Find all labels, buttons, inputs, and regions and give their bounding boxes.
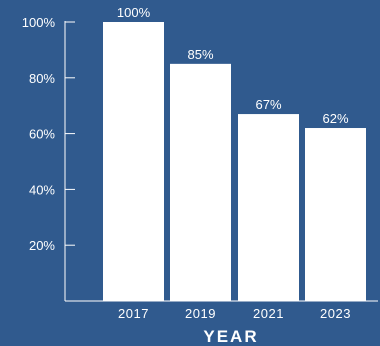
y-tick-label: 100% bbox=[22, 15, 56, 30]
labels: 20% 40% 60% 80% 100% 100% 2017 85% 2019 67% 2021 62… bbox=[22, 5, 351, 321]
bar-2017 bbox=[103, 22, 164, 301]
y-tick-label: 60% bbox=[29, 127, 55, 142]
bar-2021 bbox=[238, 114, 299, 301]
bar-2023 bbox=[305, 128, 366, 301]
bar-value-label: 100% bbox=[117, 5, 151, 20]
y-tick-label: 20% bbox=[29, 238, 55, 253]
bar-value-label: 85% bbox=[187, 47, 213, 62]
y-tick-label: 80% bbox=[29, 71, 55, 86]
bars bbox=[103, 22, 366, 301]
x-tick-label: 2021 bbox=[253, 306, 284, 321]
x-axis-title: YEAR bbox=[203, 327, 258, 346]
y-tick-label: 40% bbox=[29, 182, 55, 197]
bar-value-label: 67% bbox=[255, 97, 281, 112]
x-tick-label: 2023 bbox=[320, 306, 351, 321]
bar-2019 bbox=[170, 63, 231, 301]
bar-value-label: 62% bbox=[322, 111, 348, 126]
x-tick-label: 2019 bbox=[185, 306, 216, 321]
x-tick-label: 2017 bbox=[118, 306, 149, 321]
